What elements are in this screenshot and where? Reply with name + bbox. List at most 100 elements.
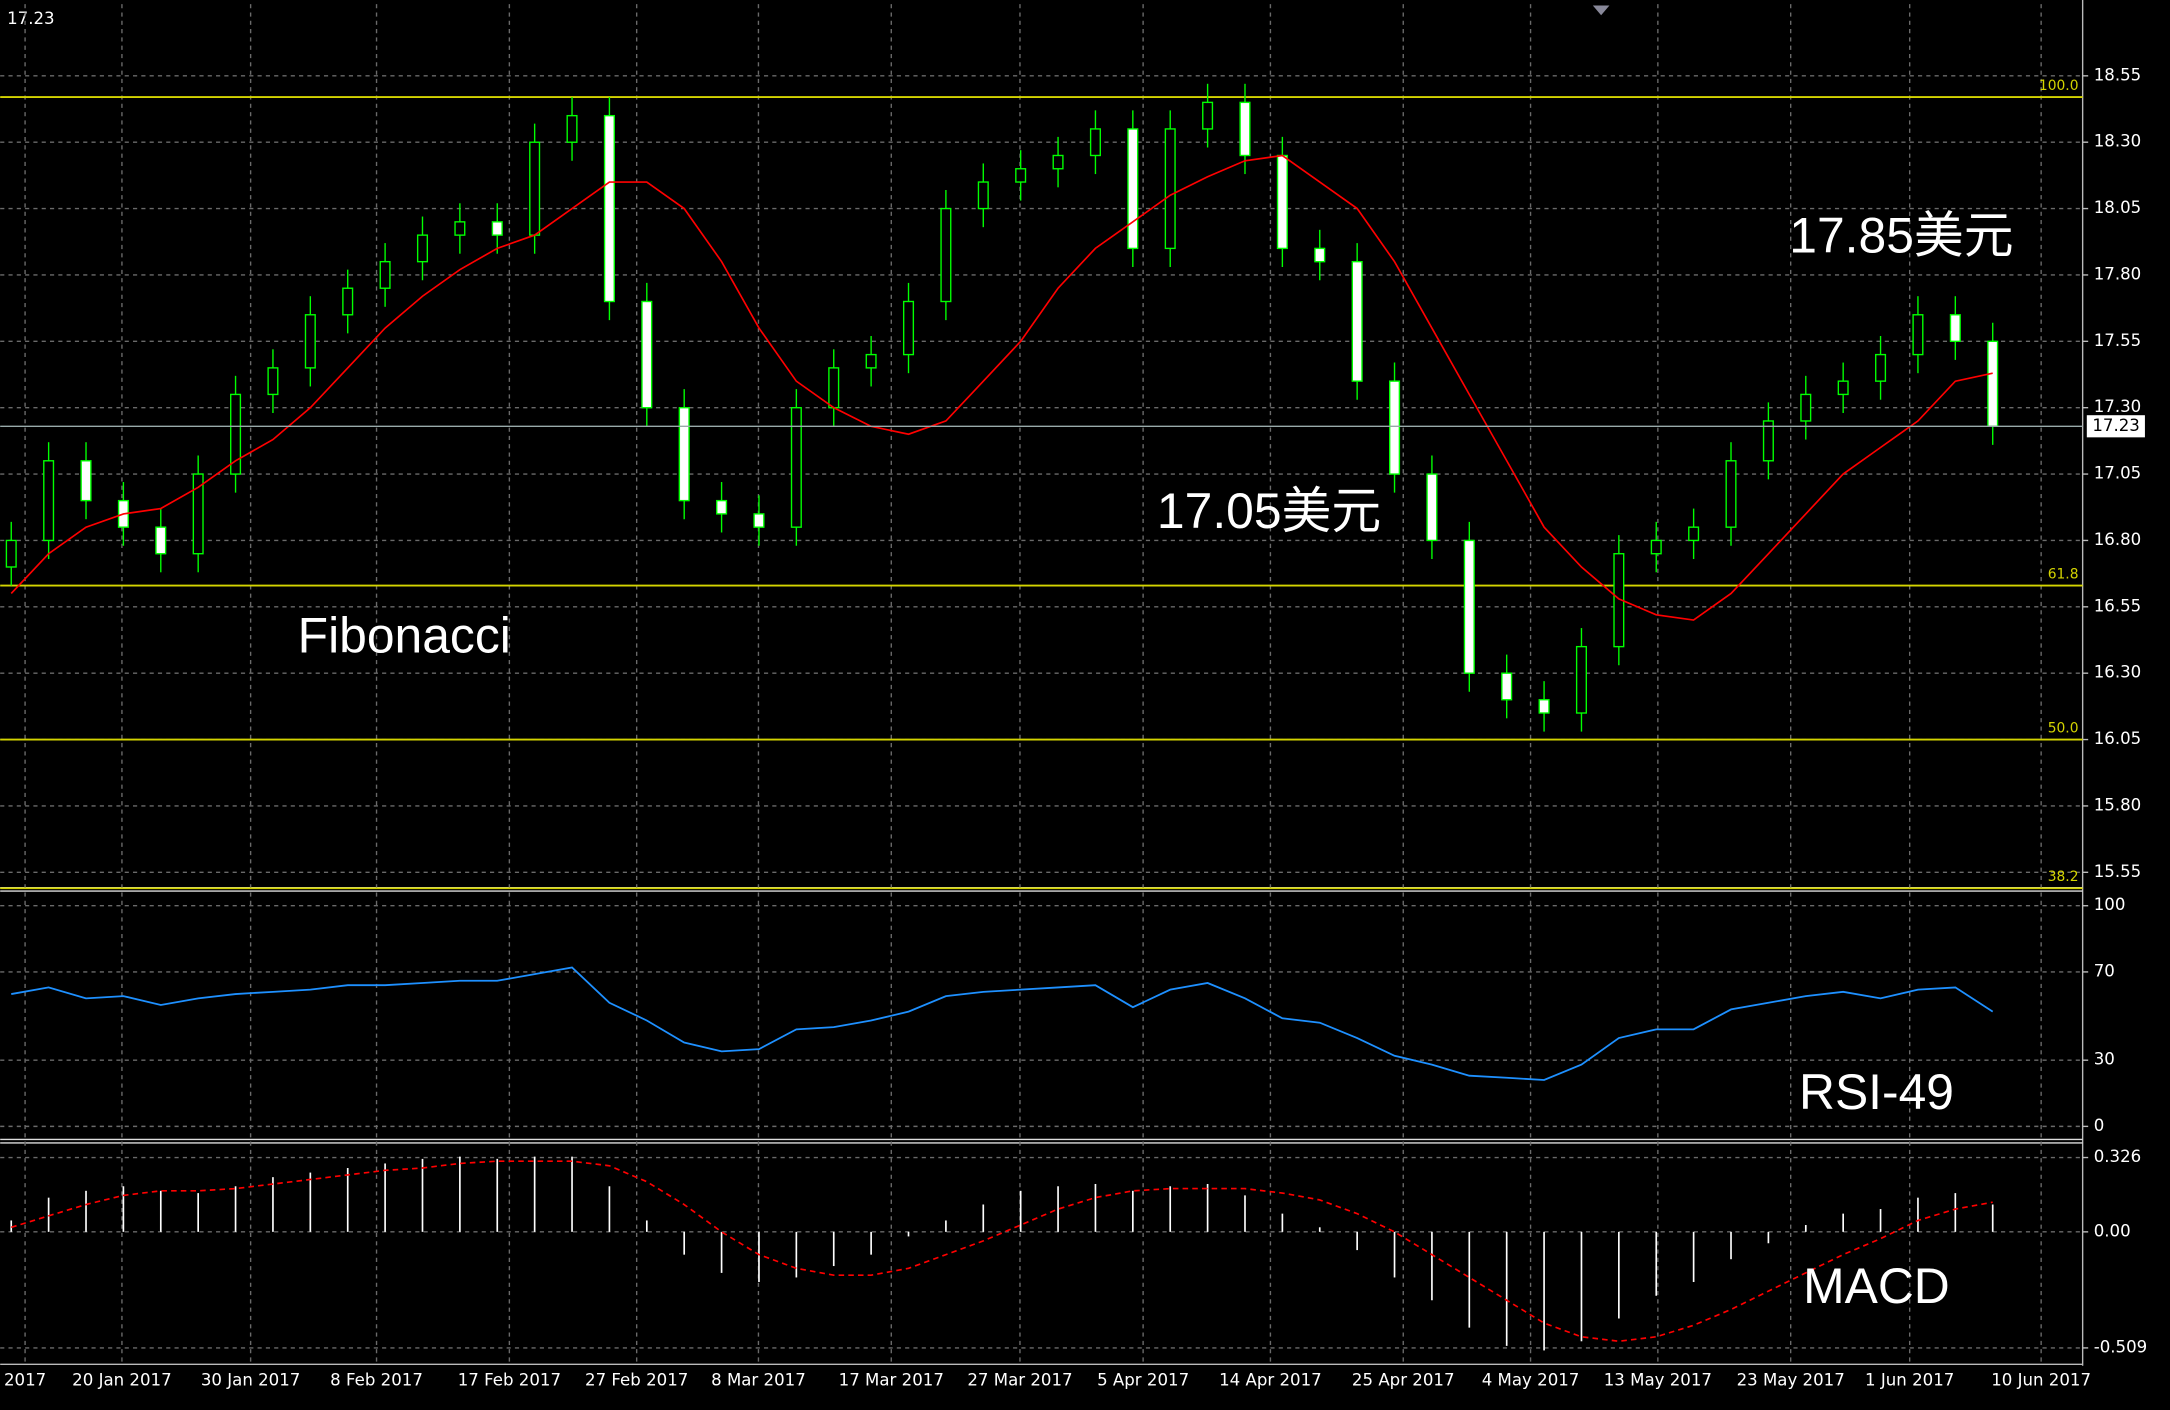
candle-body [1239,101,1251,157]
x-tick-label: 17 Feb 2017 [458,1370,561,1389]
last-price-box [2086,415,2145,438]
candle-body [416,234,429,263]
candle-body [977,181,989,210]
y-tick-label: 17.05 [2094,464,2142,483]
candle-body [1501,672,1513,701]
fibonacci-label: 100.0 [2039,78,2079,94]
candle-body [5,539,17,568]
candle-body [1837,380,1849,396]
candle-body [1575,645,1587,714]
candle-body [753,513,765,528]
candle-body [80,460,92,502]
y-tick-label: 17.55 [2094,331,2142,350]
candle-body [1725,460,1737,528]
y-tick-label: 0.326 [2094,1147,2142,1166]
rsi-line [11,966,1994,1081]
x-tick-label: 2017 [4,1370,46,1389]
y-tick-label: 30 [2094,1050,2115,1069]
x-tick-label: 25 Apr 2017 [1352,1370,1455,1389]
fibonacci-label: 38.2 [2048,869,2079,885]
candle-body [1650,539,1662,555]
x-tick-label: 27 Mar 2017 [967,1370,1072,1389]
candle-body [865,353,877,369]
candle-body [1463,539,1475,674]
x-tick-label: 1 Jun 2017 [1865,1370,1954,1389]
candle-body [940,207,952,303]
x-tick-label: 5 Apr 2017 [1097,1370,1189,1389]
y-tick-label: 18.30 [2094,132,2142,151]
x-tick-label: 23 May 2017 [1737,1370,1845,1389]
candle-body [529,141,541,236]
candle-body [790,407,802,528]
annotation: RSI-49 [1799,1064,1954,1120]
x-tick-label: 27 Feb 2017 [585,1370,688,1389]
candle-body [1127,128,1139,250]
y-tick-label: 100 [2094,895,2126,914]
x-tick-label: 17 Mar 2017 [839,1370,944,1389]
x-tick-label: 30 Jan 2017 [201,1370,300,1389]
candle-body [155,526,167,555]
candle-body [641,300,653,409]
candle-body [902,300,915,356]
candle-body [1800,393,1812,422]
y-tick-label: -0.509 [2094,1337,2148,1356]
candle-body [1912,314,1924,356]
candle-body [192,473,204,555]
candle-body [1949,314,1961,343]
x-tick-label: 14 Apr 2017 [1219,1370,1322,1389]
candle-body [1052,154,1064,170]
candle-body [379,260,391,289]
y-tick-label: 15.55 [2094,862,2142,881]
candle-body [678,407,690,502]
candle-body [230,393,242,475]
candle-body [267,367,279,396]
y-tick-label: 16.55 [2094,596,2142,615]
signal-line [10,1160,1993,1343]
candle-body [1688,526,1700,542]
y-tick-label: 0 [2094,1116,2105,1135]
y-tick-label: 15.80 [2094,795,2142,814]
candle-body [828,367,840,409]
candle-body [1762,420,1774,462]
candle-body [1351,260,1363,382]
y-tick-label: 17.30 [2094,397,2142,416]
shift-marker [1592,5,1610,16]
candle-body [1875,353,1887,382]
last-price-header: 17.23 [7,9,55,28]
moving-average [10,154,1993,621]
x-tick-label: 4 May 2017 [1482,1370,1580,1389]
annotation: 17.85美元 [1789,208,2013,264]
candle-body [566,114,578,143]
y-tick-label: 16.05 [2094,729,2142,748]
annotation: MACD [1803,1258,1950,1314]
candle-body [43,460,55,542]
candle-body [603,114,615,303]
candle-body [454,221,466,236]
y-tick-label: 0.00 [2094,1221,2131,1240]
candle-body [304,314,316,369]
candle-body [1314,247,1326,263]
annotation: Fibonacci [298,607,511,663]
x-tick-label: 13 May 2017 [1604,1370,1712,1389]
candle-body [1089,128,1101,157]
candle-body [1015,168,1027,183]
x-tick-label: 10 Jun 2017 [1991,1370,2091,1389]
last-price-label: 17.23 [2092,416,2140,435]
candle-body [1164,128,1176,250]
y-tick-label: 18.55 [2094,65,2142,84]
candle-body [1388,380,1401,475]
y-tick-label: 16.30 [2094,663,2142,682]
annotation: 17.05美元 [1157,483,1381,539]
x-tick-label: 20 Jan 2017 [72,1370,171,1389]
candle-body [342,287,354,316]
candle-body [716,499,728,515]
y-tick-label: 16.80 [2094,530,2142,549]
candle-body [1426,473,1438,542]
candle-body [491,221,503,236]
x-tick-label: 8 Mar 2017 [711,1370,806,1389]
y-tick-label: 70 [2094,961,2115,980]
fibonacci-label: 50.0 [2048,720,2079,736]
